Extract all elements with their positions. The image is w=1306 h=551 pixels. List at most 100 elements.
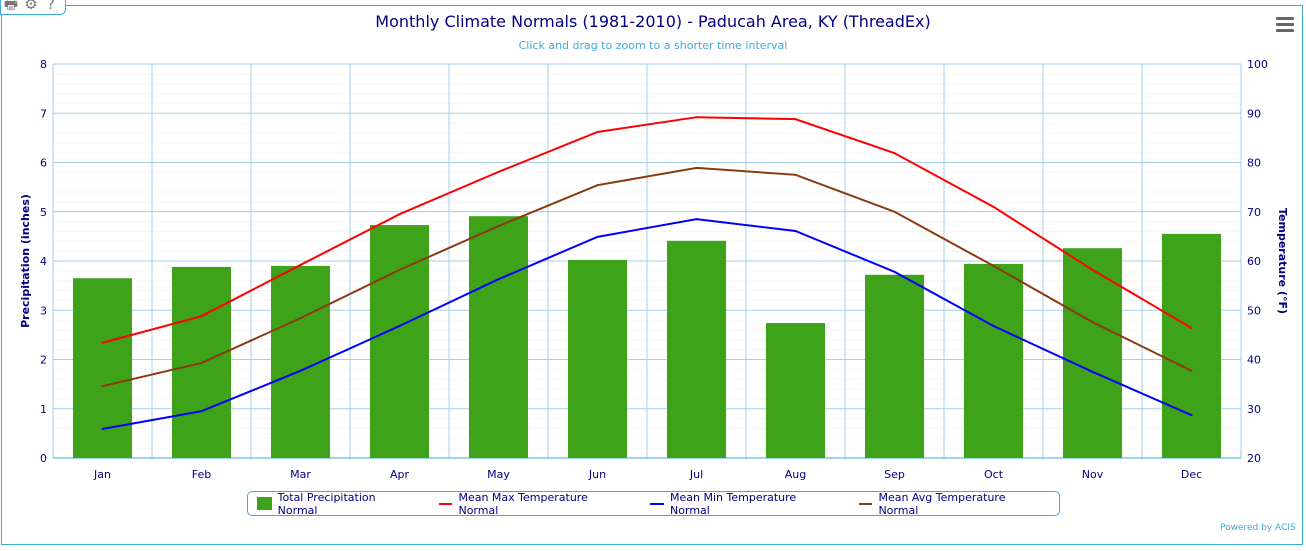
- precip-bar: [370, 225, 429, 458]
- data-point: [497, 278, 500, 281]
- data-point: [101, 385, 104, 388]
- x-tick-label: Jul: [689, 468, 703, 481]
- x-tick-label: Jun: [588, 468, 606, 481]
- data-point: [695, 218, 698, 221]
- data-point: [596, 130, 599, 133]
- y-right-tick: 70: [1247, 206, 1261, 219]
- precip-bar: [766, 323, 825, 458]
- chart-frame: [1, 5, 1303, 545]
- precip-bar: [73, 278, 132, 458]
- help-icon[interactable]: ?: [47, 0, 55, 13]
- legend-swatch: [858, 502, 873, 505]
- y-left-tick: 7: [40, 107, 47, 120]
- data-point: [695, 166, 698, 169]
- data-point: [695, 116, 698, 119]
- y-left-tick: 5: [40, 206, 47, 219]
- y-right-label: Temperature (°F): [1276, 208, 1289, 314]
- y-right-tick: 50: [1247, 304, 1261, 317]
- x-tick-label: Apr: [390, 468, 410, 481]
- precip-bar: [964, 263, 1023, 458]
- x-tick-label: Mar: [290, 468, 311, 481]
- y-left-tick: 3: [40, 304, 47, 317]
- data-point: [1091, 321, 1094, 324]
- y-right-tick: 20: [1247, 452, 1261, 465]
- data-point: [596, 184, 599, 187]
- data-point: [893, 270, 896, 273]
- y-left-tick: 2: [40, 354, 47, 367]
- data-point: [992, 205, 995, 208]
- data-point: [200, 315, 203, 318]
- x-tick-label: Sep: [884, 468, 905, 481]
- x-tick-label: Dec: [1181, 468, 1202, 481]
- data-point: [992, 325, 995, 328]
- legend-label: Mean Max Temperature Normal: [458, 490, 588, 517]
- menu-icon[interactable]: [1276, 17, 1294, 33]
- data-point: [398, 213, 401, 216]
- gear-icon[interactable]: ⚙: [24, 0, 38, 13]
- y-right-tick: 100: [1247, 58, 1268, 71]
- x-tick-label: Oct: [984, 468, 1004, 481]
- y-right-tick: 30: [1247, 403, 1261, 416]
- data-point: [398, 325, 401, 328]
- chart-title: Monthly Climate Normals (1981-2010) - Pa…: [375, 12, 930, 31]
- data-point: [200, 361, 203, 364]
- y-right-tick: 60: [1247, 255, 1261, 268]
- precip-bar: [469, 216, 528, 458]
- data-point: [101, 427, 104, 430]
- x-tick-label: May: [487, 468, 510, 481]
- data-point: [497, 225, 500, 228]
- precip-bar: [1063, 248, 1122, 458]
- y-left-label: Precipitation (inches): [19, 194, 32, 328]
- x-tick-label: Feb: [192, 468, 211, 481]
- y-right-tick: 40: [1247, 354, 1261, 367]
- y-left-tick: 4: [40, 255, 47, 268]
- legend-item-avg[interactable]: Mean Avg Temperature Normal: [858, 490, 1045, 517]
- data-point: [794, 118, 797, 121]
- series-line-3: [102, 166, 1192, 388]
- data-point: [794, 229, 797, 232]
- precip-bar: [1162, 233, 1221, 458]
- credit-link[interactable]: Powered by ACIS: [1220, 523, 1296, 533]
- data-point: [893, 210, 896, 213]
- legend-item-max[interactable]: Mean Max Temperature Normal: [438, 490, 628, 517]
- data-point: [497, 170, 500, 173]
- series-line-2: [102, 218, 1192, 430]
- data-point: [101, 341, 104, 344]
- data-point: [299, 369, 302, 372]
- legend-swatch: [650, 502, 665, 505]
- legend: Total Precipitation Normal Mean Max Temp…: [247, 490, 1060, 517]
- data-point: [1190, 326, 1193, 329]
- legend-label: Mean Avg Temperature Normal: [878, 490, 1006, 517]
- legend-item-min[interactable]: Mean Min Temperature Normal: [650, 491, 835, 517]
- y-left-tick: 1: [40, 403, 47, 416]
- data-point: [1190, 369, 1193, 372]
- x-tick-label: Jan: [93, 468, 111, 481]
- data-point: [794, 173, 797, 176]
- data-point: [1190, 414, 1193, 417]
- y-left-tick: 0: [40, 452, 47, 465]
- data-point: [299, 263, 302, 266]
- precip-bar: [865, 274, 924, 458]
- legend-swatch: [257, 497, 272, 510]
- data-point: [398, 268, 401, 271]
- y-left-tick: 6: [40, 157, 47, 170]
- toolbox: 🖶 ⚙?: [0, 0, 66, 15]
- precip-bar: [667, 240, 726, 458]
- x-tick-label: Nov: [1082, 468, 1104, 481]
- x-tick-label: Aug: [785, 468, 806, 481]
- data-point: [200, 410, 203, 413]
- legend-label: Mean Min Temperature Normal: [670, 490, 797, 517]
- y-right-tick: 90: [1247, 107, 1261, 120]
- data-point: [596, 235, 599, 238]
- printer-icon[interactable]: 🖶: [3, 0, 19, 13]
- precip-bar: [568, 260, 627, 458]
- y-left-tick: 8: [40, 58, 47, 71]
- data-point: [299, 317, 302, 320]
- legend-label: Total Precipitation Normal: [277, 490, 376, 517]
- series-line-1: [102, 116, 1193, 344]
- legend-item-precip[interactable]: Total Precipitation Normal: [257, 491, 416, 517]
- chart-subtitle: Click and drag to zoom to a shorter time…: [519, 39, 788, 52]
- data-point: [1091, 370, 1094, 373]
